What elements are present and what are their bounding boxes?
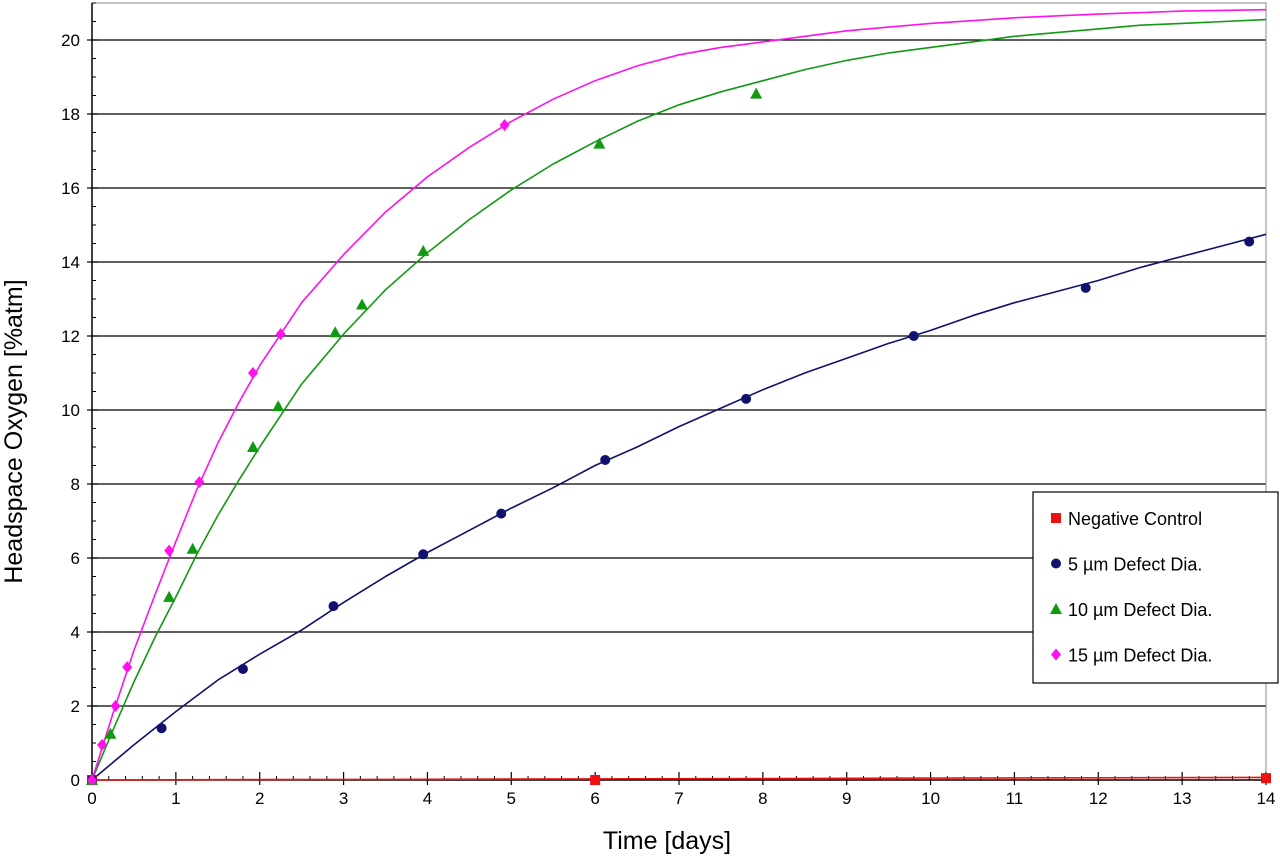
data-point-series-2 xyxy=(750,87,763,99)
x-tick-label-2: 2 xyxy=(255,789,264,808)
y-tick-label-0: 0 xyxy=(71,771,80,790)
legend-label-2: 10 µm Defect Dia. xyxy=(1068,600,1212,620)
x-tick-label-3: 3 xyxy=(339,789,348,808)
fit-curve-series-1 xyxy=(91,233,1267,781)
y-tick-label-6: 6 xyxy=(71,549,80,568)
x-tick-label-4: 4 xyxy=(423,789,432,808)
data-point-series-1 xyxy=(1244,236,1255,247)
y-axis-title: Headspace Oxygen [%atm] xyxy=(0,279,28,583)
y-tick-label-16: 16 xyxy=(61,179,80,198)
data-point-series-2 xyxy=(163,590,176,602)
legend: Negative Control 5 µm Defect Dia. 10 µm De… xyxy=(1032,491,1279,684)
data-point-series-3 xyxy=(248,367,259,379)
x-tick-label-7: 7 xyxy=(674,789,683,808)
y-tick-label-8: 8 xyxy=(71,475,80,494)
data-point-series-2 xyxy=(186,542,199,554)
data-point-series-1 xyxy=(1080,282,1091,293)
data-point-series-3 xyxy=(97,738,108,751)
y-tick-label-10: 10 xyxy=(61,401,80,420)
x-axis-title: Time [days] xyxy=(603,827,731,855)
data-point-series-2 xyxy=(356,298,369,310)
x-tick-label-1: 1 xyxy=(171,789,180,808)
x-tick-label-10: 10 xyxy=(921,789,940,808)
x-tick-label-0: 0 xyxy=(87,789,96,808)
grid-lines xyxy=(92,39,1266,707)
legend-marker-0 xyxy=(1051,513,1061,523)
data-point-series-1 xyxy=(237,664,248,674)
data-point-series-2 xyxy=(593,137,606,149)
legend-label-1: 5 µm Defect Dia. xyxy=(1068,555,1202,575)
legend-label-3: 15 µm Defect Dia. xyxy=(1068,646,1212,666)
data-point-series-3 xyxy=(194,476,205,489)
data-point-series-3 xyxy=(122,661,133,674)
y-tick-label-2: 2 xyxy=(71,697,80,716)
data-point-series-2 xyxy=(329,326,342,338)
data-point-series-3 xyxy=(499,119,510,132)
data-point-series-1 xyxy=(418,549,429,560)
x-tick-label-5: 5 xyxy=(507,789,516,808)
x-tick-label-11: 11 xyxy=(1006,789,1024,808)
fit-curve-series-3 xyxy=(91,8,1267,781)
y-tick-label-20: 20 xyxy=(61,31,80,50)
data-point-series-1 xyxy=(156,723,167,734)
data-point-series-1 xyxy=(600,454,611,465)
data-point-series-0 xyxy=(590,775,601,785)
x-tick-label-9: 9 xyxy=(842,789,851,808)
data-point-series-1 xyxy=(496,508,507,519)
data-point-series-2 xyxy=(417,244,430,256)
y-tick-label-12: 12 xyxy=(61,327,80,346)
fit-curves xyxy=(91,8,1267,781)
x-tick-label-13: 13 xyxy=(1173,789,1192,808)
legend-marker-3 xyxy=(1051,648,1061,661)
y-tick-label-18: 18 xyxy=(61,105,80,124)
x-tick-label-14: 14 xyxy=(1257,789,1276,808)
data-point-series-2 xyxy=(272,400,285,412)
data-point-series-3 xyxy=(164,544,175,557)
legend-marker-2 xyxy=(1050,603,1062,614)
data-point-series-1 xyxy=(741,393,752,404)
y-tick-label-14: 14 xyxy=(61,253,80,272)
x-tick-label-12: 12 xyxy=(1089,789,1108,808)
legend-box xyxy=(1032,491,1279,684)
data-point-series-3 xyxy=(87,774,97,786)
x-tick-label-8: 8 xyxy=(758,789,767,808)
data-markers xyxy=(86,87,1271,786)
data-point-series-0 xyxy=(1261,773,1271,784)
data-point-series-2 xyxy=(247,441,260,452)
data-point-series-2 xyxy=(104,727,117,739)
data-point-series-3 xyxy=(275,328,286,341)
data-point-series-1 xyxy=(328,601,339,612)
y-tick-label-4: 4 xyxy=(71,623,80,642)
data-point-series-3 xyxy=(110,700,121,712)
data-point-series-1 xyxy=(908,331,919,341)
legend-marker-1 xyxy=(1051,558,1061,569)
legend-label-0: Negative Control xyxy=(1068,509,1202,529)
x-tick-label-6: 6 xyxy=(590,789,599,808)
fit-curve-series-0 xyxy=(91,776,1267,781)
fit-curve-series-2 xyxy=(91,18,1267,781)
